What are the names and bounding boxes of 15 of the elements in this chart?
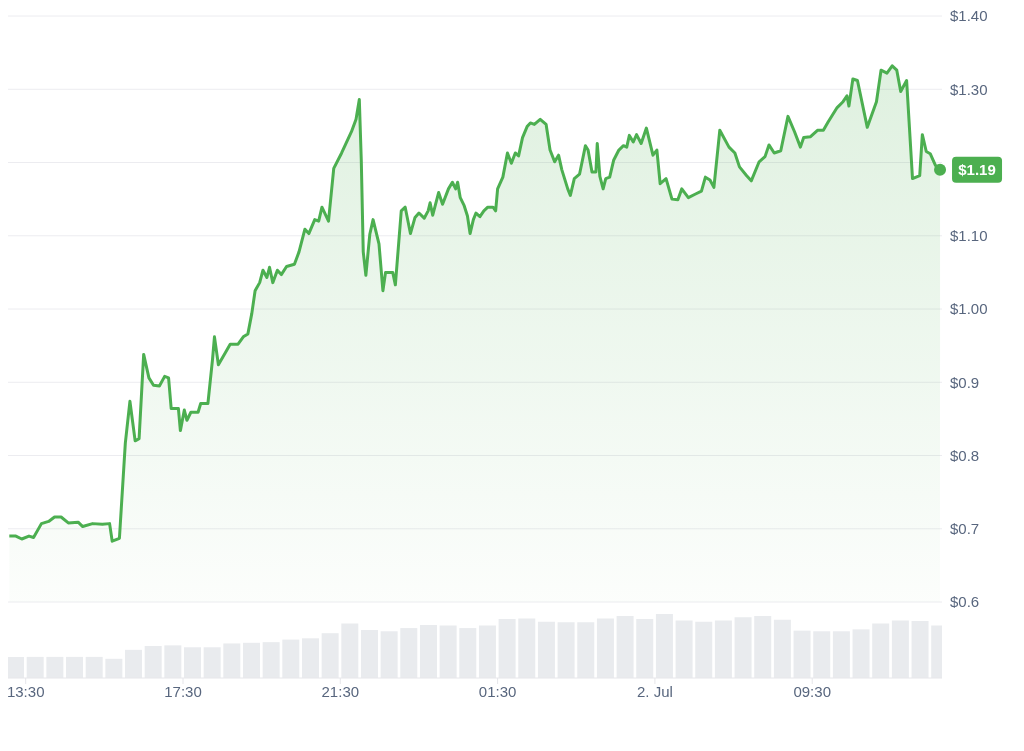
y-tick-label: $1.30: [950, 80, 988, 98]
x-tick-label: 01:30: [478, 682, 517, 700]
y-tick-label: $0.7: [950, 520, 980, 538]
y-tick-label: $0.9: [950, 373, 980, 391]
x-tick-label: 13:30: [6, 682, 45, 700]
y-tick-label: $1.40: [950, 7, 988, 25]
y-tick-label: $0.6: [950, 593, 980, 611]
x-tick-label: 17:30: [164, 682, 202, 700]
annotation: $1.19: [958, 160, 996, 178]
x-tick-label: 09:30: [793, 682, 831, 700]
x-tick-label: 21:30: [321, 682, 360, 700]
y-tick-label: $0.8: [950, 446, 980, 464]
x-tick-label: 2. Jul: [636, 682, 673, 700]
y-tick-label: $1.10: [950, 227, 988, 245]
y-tick-label: $1.00: [950, 300, 988, 318]
